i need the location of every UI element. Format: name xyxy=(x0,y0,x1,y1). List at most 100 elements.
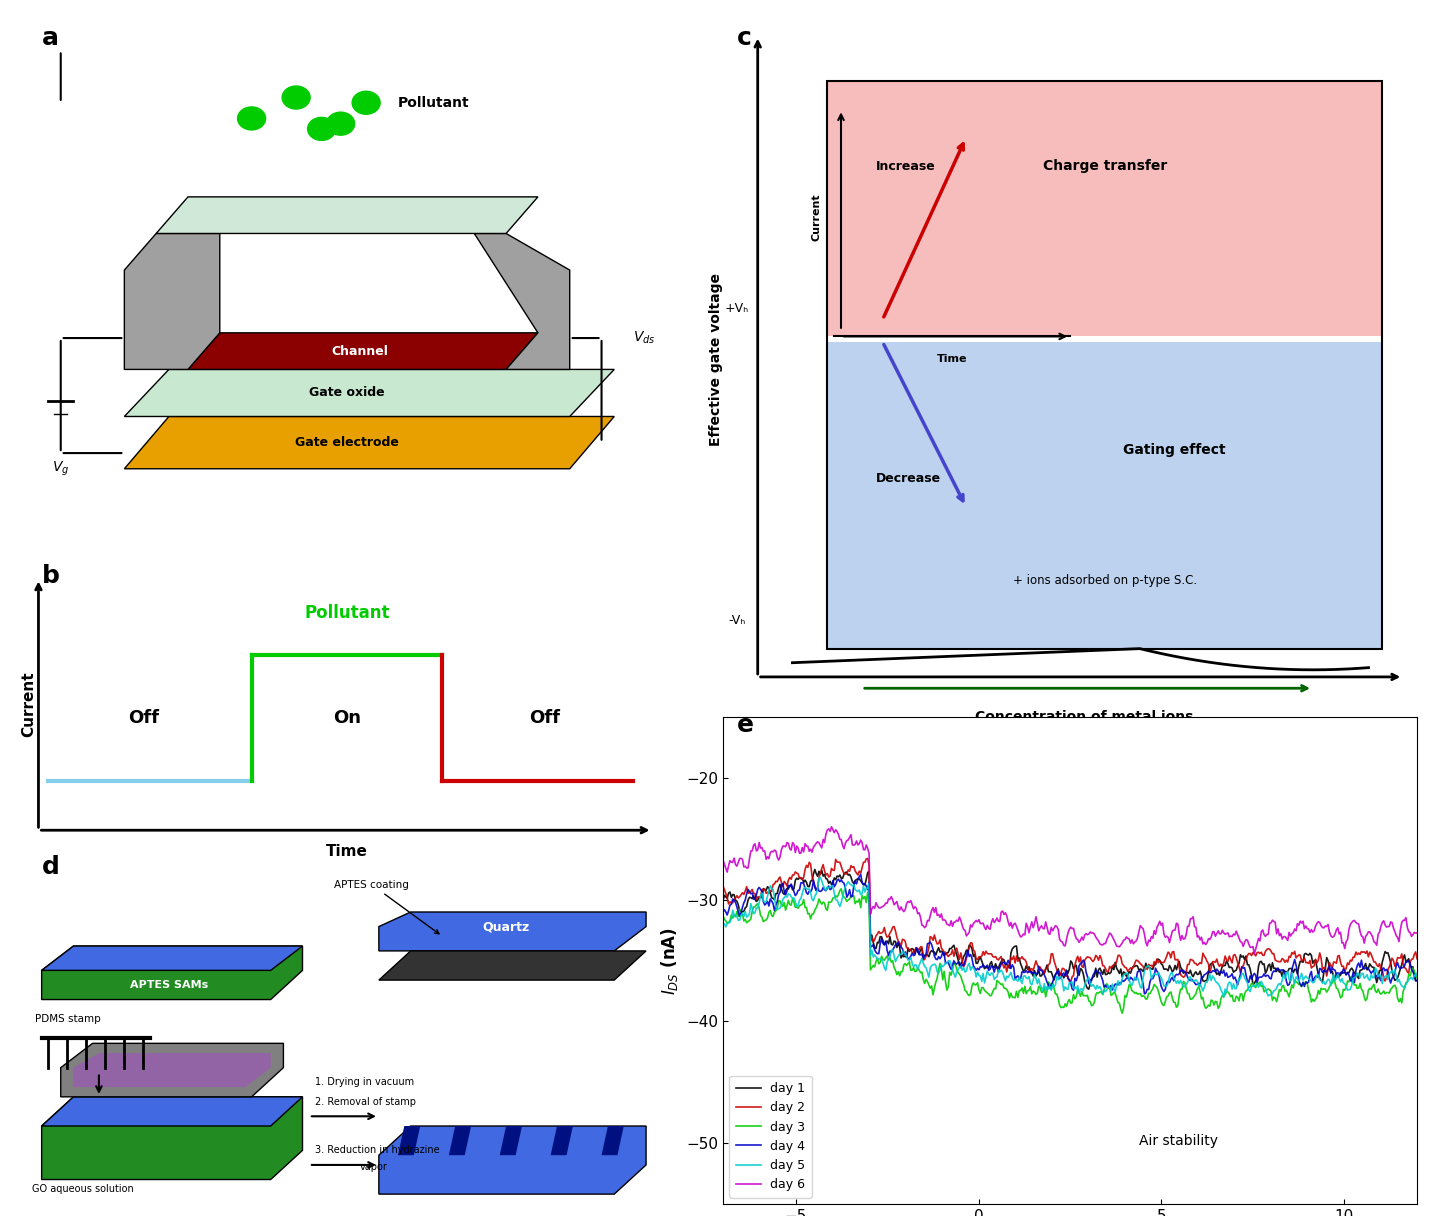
day 6 xyxy=(1408,925,1426,940)
day 6 xyxy=(1394,913,1411,928)
Polygon shape xyxy=(156,197,538,233)
day 1 xyxy=(1131,963,1148,978)
Text: 1. Drying in vacuum: 1. Drying in vacuum xyxy=(315,1077,415,1087)
Text: PDMS stamp: PDMS stamp xyxy=(35,1014,101,1024)
Text: Current: Current xyxy=(811,193,821,241)
Polygon shape xyxy=(42,1097,302,1180)
day 5 xyxy=(1050,973,1067,987)
Polygon shape xyxy=(602,1126,623,1155)
Text: c: c xyxy=(737,26,752,50)
day 2 xyxy=(1394,957,1411,972)
Text: On: On xyxy=(333,709,362,727)
Text: GO aqueous solution: GO aqueous solution xyxy=(32,1184,134,1194)
day 4 xyxy=(1050,964,1067,979)
Y-axis label: $I_{DS}$ (nA): $I_{DS}$ (nA) xyxy=(659,927,681,995)
day 3 xyxy=(1050,991,1067,1006)
Polygon shape xyxy=(448,1126,471,1155)
Bar xyxy=(827,81,1382,337)
day 1 xyxy=(1285,962,1303,976)
Text: Time: Time xyxy=(327,844,367,858)
Circle shape xyxy=(353,91,380,114)
day 6 xyxy=(1045,921,1063,935)
day 4 xyxy=(714,905,732,919)
Text: Time: Time xyxy=(937,354,967,364)
Circle shape xyxy=(237,107,266,130)
Polygon shape xyxy=(124,370,615,416)
Polygon shape xyxy=(61,1043,283,1097)
day 2 xyxy=(1045,953,1063,968)
day 3 xyxy=(1408,970,1426,985)
day 6 xyxy=(1092,936,1109,951)
Text: Decrease: Decrease xyxy=(876,472,941,485)
Text: Gating effect: Gating effect xyxy=(1124,443,1225,457)
day 3 xyxy=(1285,973,1303,987)
Line: day 1: day 1 xyxy=(723,869,1417,989)
Text: b: b xyxy=(42,564,59,587)
day 5 xyxy=(1394,980,1411,995)
day 2 xyxy=(1050,967,1067,981)
day 1 xyxy=(1050,962,1067,976)
day 3 xyxy=(1131,986,1148,1001)
Text: $V_{ds}$: $V_{ds}$ xyxy=(633,330,656,347)
Text: 2. Removal of stamp: 2. Removal of stamp xyxy=(315,1097,416,1107)
day 1 xyxy=(1394,951,1411,966)
day 6 xyxy=(823,820,840,834)
Text: Channel: Channel xyxy=(331,344,388,358)
day 1 xyxy=(1408,973,1426,987)
Text: -Vₕ: -Vₕ xyxy=(729,614,746,626)
Line: day 6: day 6 xyxy=(723,827,1417,955)
Polygon shape xyxy=(551,1126,573,1155)
Text: S: S xyxy=(158,288,168,304)
day 2 xyxy=(714,879,732,894)
Text: d: d xyxy=(42,855,59,879)
Line: day 5: day 5 xyxy=(723,878,1417,997)
day 5 xyxy=(1408,966,1426,980)
day 1 xyxy=(1080,981,1098,996)
Text: Air stability: Air stability xyxy=(1139,1135,1219,1148)
Polygon shape xyxy=(474,233,570,370)
Bar xyxy=(827,342,1382,648)
day 3 xyxy=(1045,981,1063,996)
day 2 xyxy=(1285,944,1303,958)
day 2 xyxy=(859,851,876,866)
day 1 xyxy=(805,862,823,877)
day 2 xyxy=(1061,974,1079,989)
Polygon shape xyxy=(42,946,302,1000)
Text: APTES SAMs: APTES SAMs xyxy=(130,980,208,990)
day 6 xyxy=(1050,922,1067,936)
day 5 xyxy=(1045,979,1063,993)
day 6 xyxy=(1285,922,1303,936)
day 4 xyxy=(852,867,869,882)
Line: day 4: day 4 xyxy=(723,874,1417,993)
Polygon shape xyxy=(379,912,646,951)
day 5 xyxy=(714,917,732,931)
day 4 xyxy=(1394,961,1411,975)
day 6 xyxy=(1129,930,1147,945)
day 4 xyxy=(1135,986,1152,1001)
Text: Concentration of metal ions: Concentration of metal ions xyxy=(975,710,1193,724)
Text: Effective gate voltage: Effective gate voltage xyxy=(709,272,723,445)
Text: + ions adsorbed on p-type S.C.: + ions adsorbed on p-type S.C. xyxy=(1012,574,1197,587)
day 3 xyxy=(833,882,850,896)
day 5 xyxy=(1215,990,1232,1004)
Text: 3. Reduction in hydrazine: 3. Reduction in hydrazine xyxy=(315,1145,440,1155)
Polygon shape xyxy=(74,1053,270,1087)
day 4 xyxy=(1045,970,1063,985)
day 2 xyxy=(1131,955,1148,969)
Polygon shape xyxy=(42,946,302,970)
Line: day 3: day 3 xyxy=(723,889,1417,1013)
day 4 xyxy=(1285,952,1303,967)
Polygon shape xyxy=(124,233,220,370)
Text: +Vₕ: +Vₕ xyxy=(724,302,749,315)
Bar xyxy=(827,81,1382,648)
Legend: day 1, day 2, day 3, day 4, day 5, day 6: day 1, day 2, day 3, day 4, day 5, day 6 xyxy=(729,1076,811,1198)
Polygon shape xyxy=(398,1126,421,1155)
day 2 xyxy=(1408,951,1426,966)
day 5 xyxy=(811,871,829,885)
day 6 xyxy=(714,852,732,867)
Polygon shape xyxy=(124,416,615,468)
day 3 xyxy=(1394,984,1411,998)
day 4 xyxy=(1408,973,1426,987)
Text: Increase: Increase xyxy=(876,159,936,173)
day 3 xyxy=(1092,985,1109,1000)
